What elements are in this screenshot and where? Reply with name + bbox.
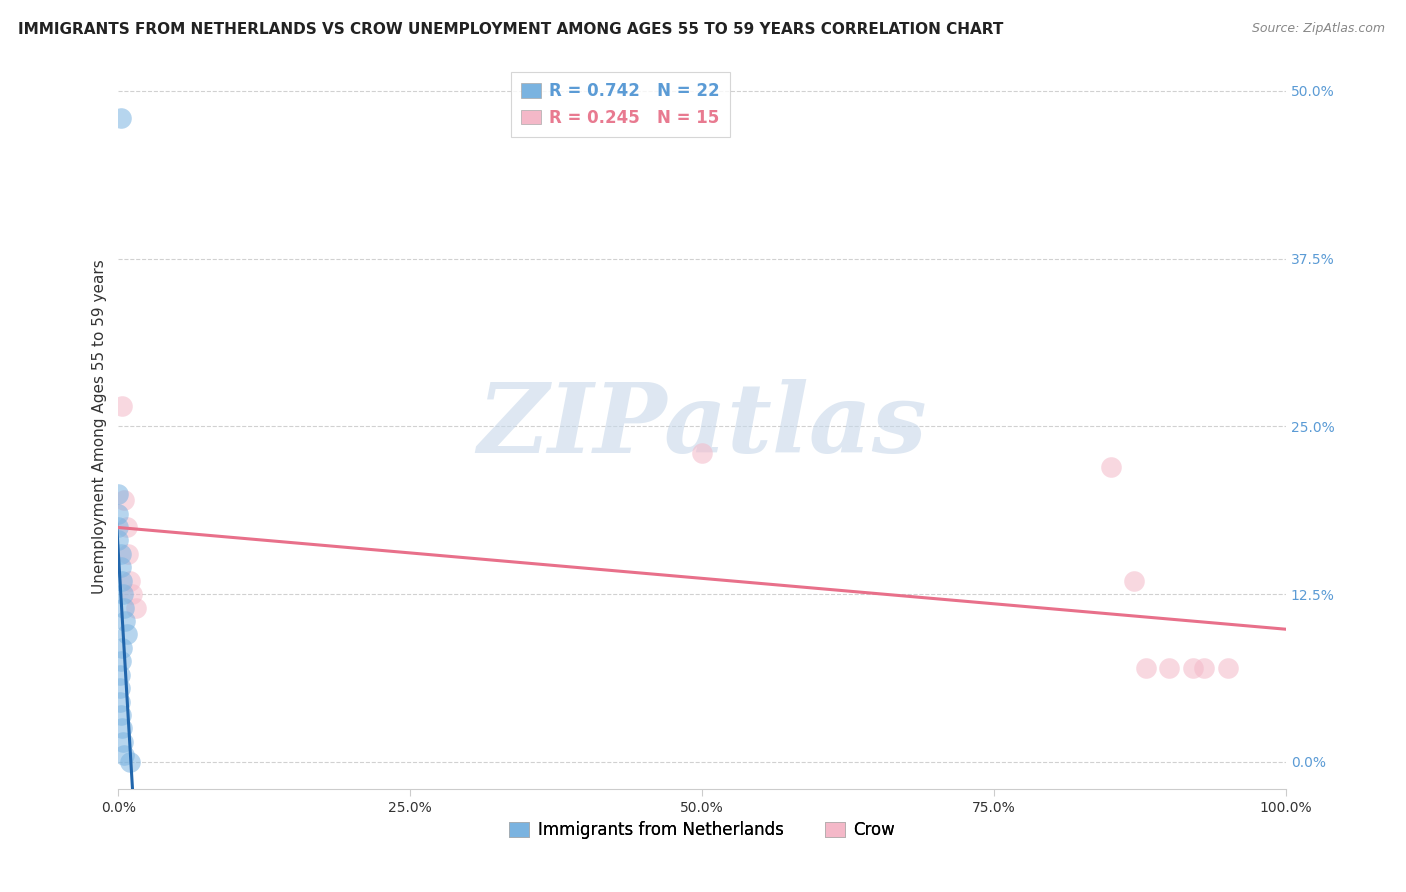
- Point: [107, 486, 129, 500]
- Point: [112, 587, 135, 601]
- Point: [125, 600, 148, 615]
- Point: [690, 446, 713, 460]
- Point: [112, 493, 135, 508]
- Point: [107, 520, 129, 534]
- Legend: Immigrants from Netherlands, Crow: Immigrants from Netherlands, Crow: [502, 814, 901, 846]
- Point: [1159, 661, 1181, 675]
- Point: [107, 533, 129, 548]
- Point: [111, 399, 134, 413]
- Point: [1181, 661, 1204, 675]
- Point: [1099, 459, 1122, 474]
- Point: [117, 547, 139, 561]
- Point: [111, 640, 134, 655]
- Point: [120, 755, 142, 769]
- Point: [108, 681, 131, 695]
- Point: [112, 735, 135, 749]
- Point: [110, 654, 132, 668]
- Point: [108, 667, 131, 681]
- Point: [1135, 661, 1157, 675]
- Point: [110, 547, 132, 561]
- Point: [111, 574, 134, 588]
- Point: [120, 574, 142, 588]
- Y-axis label: Unemployment Among Ages 55 to 59 years: Unemployment Among Ages 55 to 59 years: [93, 259, 107, 594]
- Point: [1123, 574, 1146, 588]
- Point: [111, 722, 134, 736]
- Point: [1194, 661, 1216, 675]
- Text: IMMIGRANTS FROM NETHERLANDS VS CROW UNEMPLOYMENT AMONG AGES 55 TO 59 YEARS CORRE: IMMIGRANTS FROM NETHERLANDS VS CROW UNEM…: [18, 22, 1004, 37]
- Point: [108, 694, 131, 708]
- Point: [110, 560, 132, 574]
- Point: [110, 708, 132, 723]
- Point: [1216, 661, 1239, 675]
- Point: [112, 748, 135, 763]
- Text: Source: ZipAtlas.com: Source: ZipAtlas.com: [1251, 22, 1385, 36]
- Point: [110, 111, 132, 125]
- Point: [114, 614, 136, 628]
- Point: [107, 507, 129, 521]
- Point: [112, 600, 135, 615]
- Point: [121, 587, 143, 601]
- Point: [115, 520, 138, 534]
- Text: ZIPatlas: ZIPatlas: [478, 379, 927, 474]
- Point: [115, 627, 138, 641]
